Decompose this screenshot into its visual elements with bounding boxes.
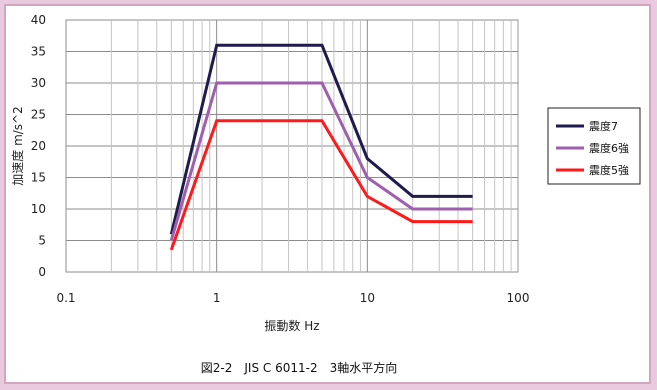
y-tick-label: 40 [31, 13, 46, 27]
series-line-1 [169, 43, 473, 235]
y-tick-label: 15 [31, 171, 46, 185]
y-tick-label: 35 [31, 45, 46, 59]
y-tick-label: 0 [38, 265, 46, 279]
x-tick-label: 0.1 [56, 291, 75, 305]
y-tick-label: 5 [38, 234, 46, 248]
x-axis-label: 振動数 Hz [264, 318, 319, 333]
series-layer [169, 43, 473, 251]
y-tick-label: 25 [31, 108, 46, 122]
y-tick-label: 20 [31, 139, 46, 153]
legend-label-2: 震度6強 [589, 141, 629, 155]
x-tick-label: 10 [360, 291, 375, 305]
grid-lines [65, 19, 518, 273]
legend-label-3: 震度5強 [589, 163, 629, 177]
x-tick-label: 1 [213, 291, 221, 305]
y-tick-label: 30 [31, 76, 46, 90]
series-line-2 [169, 81, 473, 241]
legend-label-1: 震度7 [589, 119, 618, 133]
tick-labels: 0 5 10 15 20 25 30 35 40 0.1 1 10 100 [31, 13, 530, 305]
x-tick-label: 100 [507, 291, 530, 305]
figure-caption: 図2-2 JIS C 6011-2 3軸水平方向 [201, 360, 397, 375]
series-line-3 [169, 119, 473, 251]
y-tick-label: 10 [31, 202, 46, 216]
y-axis-label: 加速度 m/s^2 [10, 106, 25, 186]
